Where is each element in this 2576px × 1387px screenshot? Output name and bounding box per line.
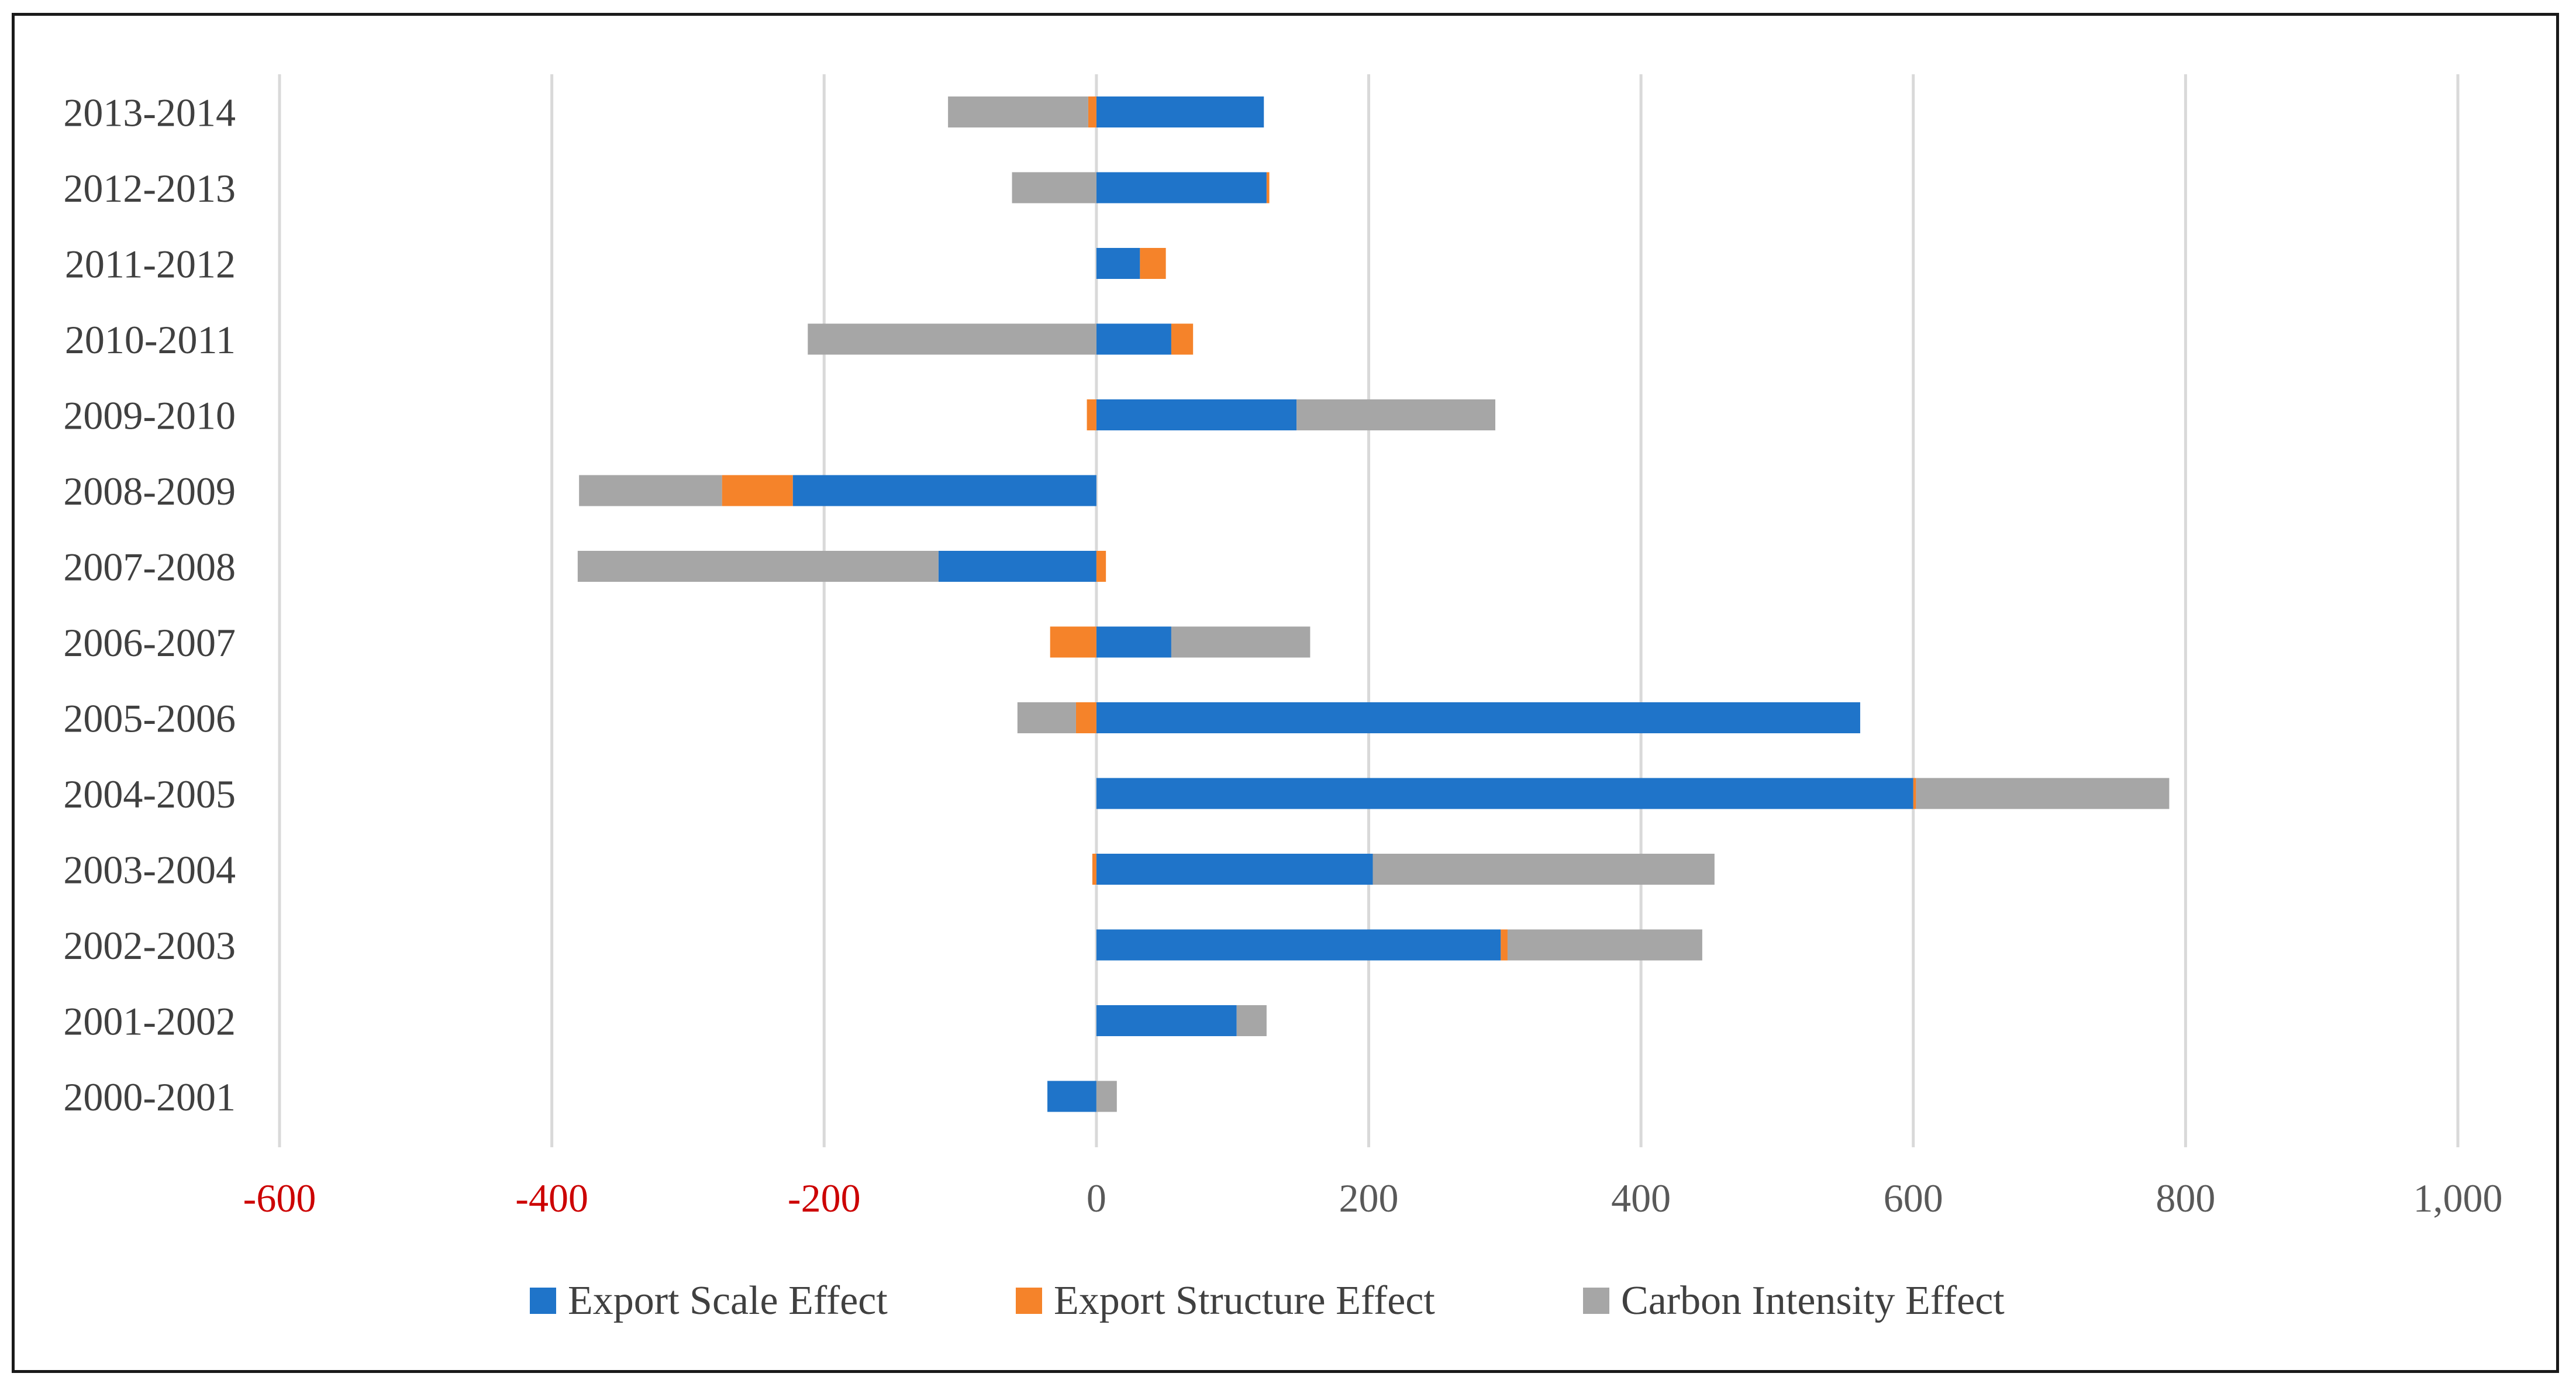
legend-swatch [530,1288,556,1314]
category-label: 2002-2003 [63,923,236,968]
category-label: 2005-2006 [63,696,236,741]
x-tick-label: 800 [2156,1176,2215,1220]
bar-carbon-intensity-effect-2003-2004 [1373,854,1715,885]
bar-export-structure-effect-2004-2005 [1913,778,1916,809]
bar-export-scale-effect-2001-2002 [1096,1005,1237,1036]
x-tick-label: 400 [1611,1176,1671,1220]
bar-export-structure-effect-2009-2010 [1087,399,1096,430]
bar-carbon-intensity-effect-2006-2007 [1171,626,1311,658]
bar-export-scale-effect-2008-2009 [792,475,1096,506]
bar-carbon-intensity-effect-2012-2013 [1012,172,1096,203]
category-label: 2003-2004 [63,848,236,892]
bar-export-scale-effect-2004-2005 [1096,778,1913,809]
bar-carbon-intensity-effect-2008-2009 [579,475,722,506]
legend-label: Export Scale Effect [568,1278,888,1323]
bar-carbon-intensity-effect-2000-2001 [1096,1081,1117,1112]
x-tick-label: 600 [1884,1176,1943,1220]
bar-export-scale-effect-2011-2012 [1096,248,1140,279]
chart-frame: 2000-2001 2001-2002 2002-2003 2003-2004 2004… [12,13,2559,1373]
bar-carbon-intensity-effect-2013-2014 [948,96,1088,127]
legend-swatch [1016,1288,1042,1314]
bar-export-scale-effect-2007-2008 [938,551,1096,582]
bar-carbon-intensity-effect-2009-2010 [1296,399,1496,430]
bar-carbon-intensity-effect-2002-2003 [1507,929,1702,961]
category-label: 2004-2005 [63,772,236,816]
bar-carbon-intensity-effect-2005-2006 [1017,702,1076,733]
category-label: 2008-2009 [63,469,236,513]
category-label: 2013-2014 [63,91,236,135]
bar-export-structure-effect-2006-2007 [1050,626,1096,658]
legend-label: Carbon Intensity Effect [1621,1278,2005,1323]
category-label: 2009-2010 [63,394,236,438]
bar-carbon-intensity-effect-2010-2011 [808,323,1096,355]
bar-export-structure-effect-2011-2012 [1140,248,1166,279]
x-tick-label: -400 [515,1176,588,1220]
bar-export-scale-effect-2003-2004 [1096,854,1373,885]
category-label: 2006-2007 [63,620,236,665]
x-tick-label: -200 [788,1176,861,1220]
x-tick-label: -600 [243,1176,316,1220]
category-labels: 2000-2001 2001-2002 2002-2003 2003-2004 2004… [63,91,236,1120]
bar-export-structure-effect-2003-2004 [1092,854,1096,885]
x-axis-tick-labels: -600 -400 -200 0 200 400 600 800 1,000 [243,1176,2503,1220]
bar-carbon-intensity-effect-2007-2008 [577,551,939,582]
bar-chart: 2000-20012001-20022002-20032003-20042004… [63,74,2503,1323]
bar-export-scale-effect-2009-2010 [1096,399,1297,430]
bar-export-structure-effect-2008-2009 [722,475,793,506]
bar-export-scale-effect-2002-2003 [1096,929,1501,961]
bars [577,96,2170,1112]
bar-export-structure-effect-2013-2014 [1088,96,1096,127]
category-label: 2011-2012 [65,242,236,287]
bar-export-structure-effect-2010-2011 [1171,323,1194,355]
x-tick-label: 0 [1087,1176,1106,1220]
category-label: 2010-2011 [65,318,236,362]
bar-export-structure-effect-2007-2008 [1096,551,1106,582]
bar-export-scale-effect-2010-2011 [1096,323,1171,355]
x-tick-label: 1,000 [2413,1176,2503,1220]
gridlines [278,74,2460,1147]
category-label: 2001-2002 [63,999,236,1044]
bar-export-scale-effect-2013-2014 [1096,96,1264,127]
bar-export-scale-effect-2005-2006 [1096,702,1860,733]
bar-export-structure-effect-2012-2013 [1266,172,1270,203]
x-tick-label: 200 [1339,1176,1399,1220]
category-label: 2000-2001 [63,1075,236,1119]
legend-swatch [1583,1288,1609,1314]
legend-label: Export Structure Effect [1054,1278,1435,1323]
bar-export-structure-effect-2002-2003 [1501,929,1508,961]
bar-carbon-intensity-effect-2001-2002 [1236,1005,1267,1036]
bar-export-structure-effect-2005-2006 [1075,702,1096,733]
bar-export-scale-effect-2006-2007 [1096,626,1171,658]
legend: Export Scale Effect Export Structure Effe… [530,1278,2005,1323]
category-label: 2007-2008 [63,545,236,589]
bar-export-scale-effect-2012-2013 [1096,172,1267,203]
bar-export-scale-effect-2000-2001 [1047,1081,1096,1112]
category-label: 2012-2013 [63,166,236,211]
bar-carbon-intensity-effect-2004-2005 [1916,778,2170,809]
